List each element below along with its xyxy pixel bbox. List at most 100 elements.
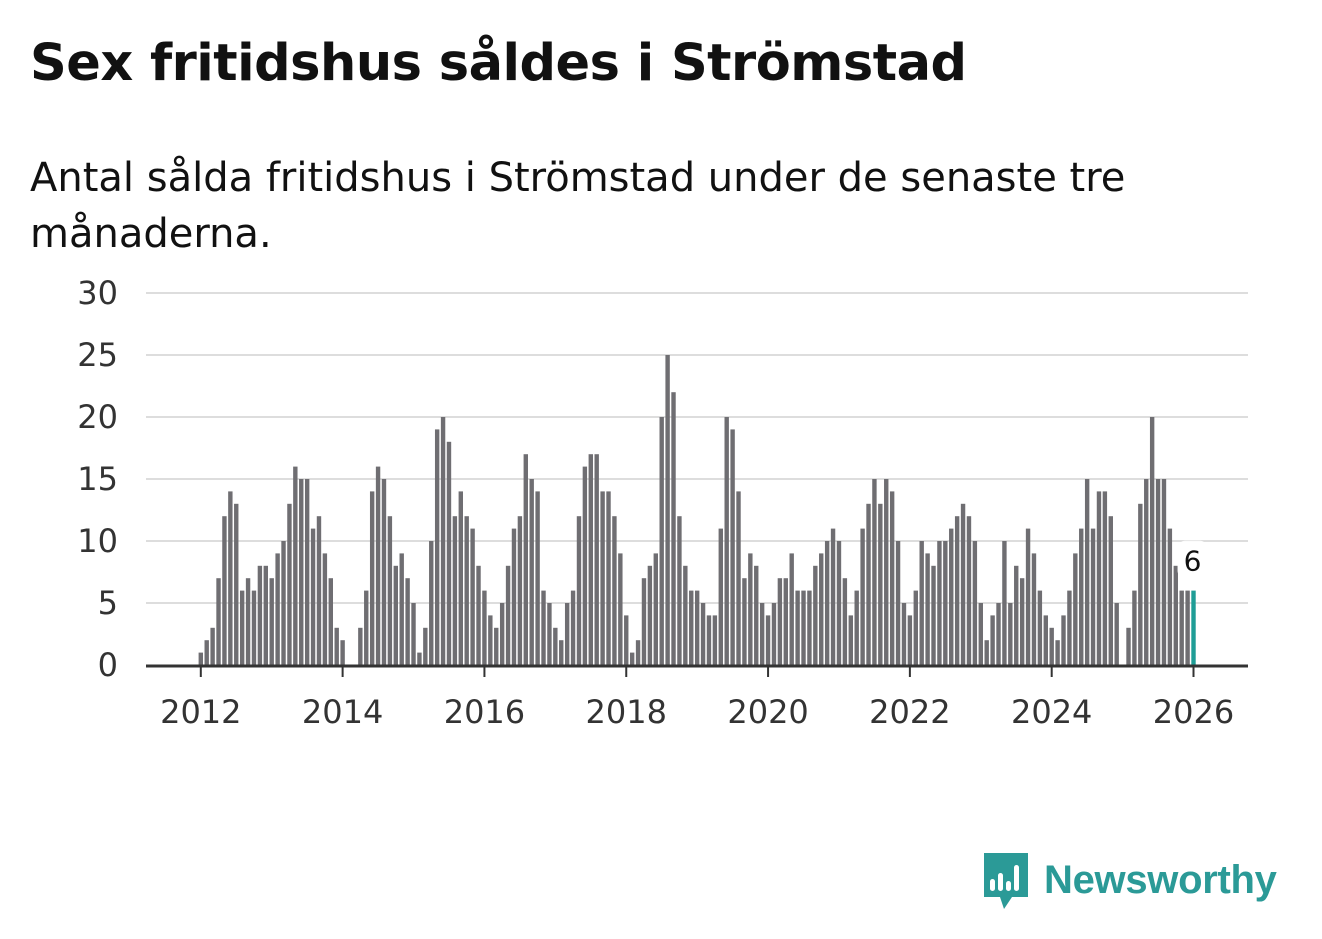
bar-2024-09[interactable] (1096, 491, 1102, 665)
bar-2024-04[interactable] (1067, 590, 1072, 665)
bar-2023-04[interactable] (996, 603, 1001, 665)
bar-2016-05[interactable] (505, 565, 511, 665)
bar-2021-07[interactable] (872, 479, 877, 665)
bar-2013-12[interactable] (334, 627, 339, 665)
bar-2019-04[interactable] (712, 615, 718, 665)
bar-2019-11[interactable] (754, 565, 759, 665)
bar-2022-10[interactable] (960, 503, 966, 665)
bar-2025-07[interactable] (1155, 479, 1161, 665)
bar-2017-03[interactable] (564, 603, 570, 665)
bar-2012-07[interactable] (234, 503, 239, 665)
bar-2025-11[interactable] (1179, 590, 1184, 665)
bar-2022-12[interactable] (972, 541, 978, 665)
bar-2024-01[interactable] (1049, 627, 1054, 665)
bar-2012-11[interactable] (257, 565, 263, 665)
bar-2014-07[interactable] (375, 466, 381, 665)
bar-2025-02[interactable] (1126, 627, 1131, 665)
bar-2012-04[interactable] (216, 578, 221, 665)
bar-2025-04[interactable] (1138, 503, 1143, 665)
bar-2016-10[interactable] (535, 491, 540, 665)
bar-2022-05[interactable] (931, 565, 936, 665)
bar-2012-01[interactable] (198, 652, 203, 665)
bar-2012-03[interactable] (210, 627, 215, 665)
bar-2013-05[interactable] (293, 466, 298, 665)
bar-2020-11[interactable] (824, 541, 830, 665)
bar-2016-04[interactable] (499, 603, 505, 665)
bar-2021-08[interactable] (878, 503, 883, 665)
bar-2023-06[interactable] (1008, 603, 1013, 665)
bar-2025-08[interactable] (1161, 479, 1167, 665)
bar-2012-06[interactable] (228, 491, 233, 665)
bar-2023-08[interactable] (1019, 578, 1025, 665)
bar-2015-08[interactable] (452, 516, 458, 665)
bar-2015-05[interactable] (434, 429, 440, 665)
bar-2025-05[interactable] (1144, 479, 1149, 665)
bar-2012-02[interactable] (204, 640, 209, 665)
bar-2018-12[interactable] (689, 590, 694, 665)
bar-2016-06[interactable] (511, 528, 517, 665)
bar-2024-06[interactable] (1079, 528, 1084, 665)
bar-2022-08[interactable] (949, 528, 954, 665)
bar-2025-09[interactable] (1167, 528, 1173, 665)
bar-2018-04[interactable] (641, 578, 647, 665)
bar-2012-05[interactable] (222, 516, 227, 665)
bar-2023-05[interactable] (1002, 541, 1007, 665)
bar-2015-06[interactable] (440, 417, 446, 665)
bar-2018-01[interactable] (624, 615, 629, 665)
bar-2024-12[interactable] (1114, 603, 1119, 665)
bar-2017-01[interactable] (553, 627, 558, 665)
bar-2017-09[interactable] (600, 491, 605, 665)
bar-2018-07[interactable] (659, 417, 664, 665)
bar-2018-10[interactable] (677, 516, 682, 665)
bar-2020-07[interactable] (801, 590, 806, 665)
bar-2016-01[interactable] (482, 590, 487, 665)
bar-2020-03[interactable] (777, 578, 783, 665)
bar-2021-01[interactable] (836, 541, 842, 665)
bar-2013-01[interactable] (269, 578, 274, 665)
bar-2015-07[interactable] (446, 441, 452, 665)
bar-2022-07[interactable] (943, 541, 948, 665)
bar-2022-01[interactable] (907, 615, 913, 665)
bar-2016-12[interactable] (547, 603, 552, 665)
bar-2013-03[interactable] (281, 541, 286, 665)
bar-2019-10[interactable] (748, 553, 753, 665)
bar-2017-10[interactable] (606, 491, 611, 665)
bar-2019-01[interactable] (694, 590, 700, 665)
bar-2012-12[interactable] (263, 565, 268, 665)
bar-2014-10[interactable] (393, 565, 398, 665)
bar-2020-06[interactable] (795, 590, 800, 665)
bar-2018-03[interactable] (635, 640, 641, 665)
bar-2023-12[interactable] (1043, 615, 1048, 665)
bar-2016-11[interactable] (541, 590, 546, 665)
bar-2013-11[interactable] (328, 578, 333, 665)
bar-2013-02[interactable] (275, 553, 280, 665)
bar-2012-09[interactable] (245, 578, 251, 665)
bar-2022-02[interactable] (913, 590, 918, 665)
bar-2020-10[interactable] (819, 553, 824, 665)
bar-2013-09[interactable] (316, 516, 322, 665)
bar-2017-06[interactable] (582, 466, 588, 665)
bar-2023-11[interactable] (1037, 590, 1043, 665)
bar-2025-10[interactable] (1173, 565, 1178, 665)
bar-2025-12[interactable] (1185, 590, 1190, 665)
bar-2018-08[interactable] (665, 355, 670, 665)
bar-2013-06[interactable] (299, 479, 304, 665)
bar-2020-01[interactable] (765, 615, 771, 665)
bar-2017-07[interactable] (588, 454, 593, 665)
bar-2015-11[interactable] (470, 528, 475, 665)
bar-2015-01[interactable] (411, 603, 416, 665)
bar-2017-05[interactable] (576, 516, 582, 665)
bar-2014-08[interactable] (381, 479, 387, 665)
bar-2024-11[interactable] (1108, 516, 1113, 665)
bar-2017-04[interactable] (570, 590, 576, 665)
bar-2019-02[interactable] (700, 603, 706, 665)
bar-2021-05[interactable] (860, 528, 865, 665)
bar-2022-06[interactable] (937, 541, 942, 665)
bar-2013-04[interactable] (287, 503, 292, 665)
bar-2017-08[interactable] (594, 454, 599, 665)
bar-2022-09[interactable] (954, 516, 960, 665)
bar-2014-04[interactable] (358, 627, 363, 665)
bar-2019-07[interactable] (730, 429, 735, 665)
bar-2024-07[interactable] (1084, 479, 1090, 665)
bar-2020-09[interactable] (813, 565, 818, 665)
